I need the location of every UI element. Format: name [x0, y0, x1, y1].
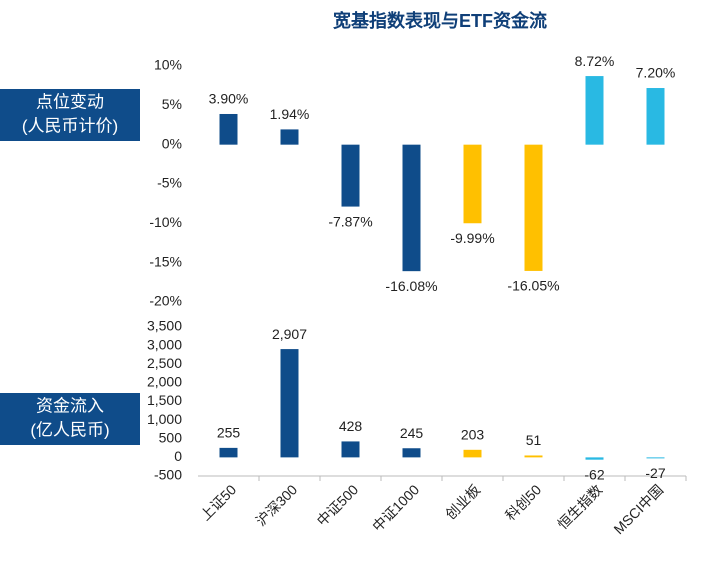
y-tick-label: 3,500	[147, 318, 182, 334]
bar	[524, 455, 543, 458]
data-label: -16.08%	[385, 278, 437, 294]
y-tick-label: -500	[154, 467, 182, 483]
axis-label: 资金流入	[36, 396, 104, 415]
data-label: 7.20%	[636, 65, 676, 81]
data-label: -62	[584, 466, 604, 482]
data-label: 245	[400, 425, 424, 441]
y-tick-label: 3,000	[147, 336, 182, 352]
x-tick-label: 上证50	[197, 481, 239, 523]
data-label: -7.87%	[328, 213, 372, 229]
data-label: 8.72%	[575, 53, 615, 69]
bar	[585, 457, 604, 460]
bar	[402, 448, 421, 458]
bar	[646, 457, 665, 459]
bar	[219, 113, 238, 145]
x-tick-label: 中证1000	[369, 481, 422, 534]
data-label: -27	[645, 465, 665, 481]
data-label: -9.99%	[450, 230, 494, 246]
y-tick-label: -20%	[149, 293, 182, 309]
y-tick-label: 500	[159, 429, 183, 445]
bar	[280, 349, 299, 458]
data-label: 428	[339, 418, 363, 434]
bar	[280, 129, 299, 145]
data-label: 3.90%	[209, 91, 249, 107]
data-label: 2,907	[272, 326, 307, 342]
y-tick-label: 2,500	[147, 355, 182, 371]
bar	[646, 88, 665, 145]
data-label: 1.94%	[270, 106, 310, 122]
axis-label: 点位变动	[36, 92, 104, 111]
y-tick-label: -5%	[157, 175, 182, 191]
x-tick-label: 创业板	[442, 481, 483, 522]
x-tick-label: 中证500	[314, 481, 362, 529]
x-tick-label: 科创50	[502, 481, 544, 523]
bar	[585, 76, 604, 145]
axis-label: (人民币计价)	[22, 116, 118, 135]
bar	[341, 144, 360, 207]
bar	[524, 144, 543, 271]
y-tick-label: 0	[174, 448, 182, 464]
axis-label: (亿人民币)	[30, 420, 109, 439]
x-tick-label: 恒生指数	[554, 481, 605, 532]
data-label: 255	[217, 425, 241, 441]
y-tick-label: 5%	[162, 96, 182, 112]
bar	[402, 144, 421, 272]
bar	[219, 447, 238, 458]
chart-title: 宽基指数表现与ETF资金流	[333, 10, 547, 31]
bar	[463, 144, 482, 224]
y-tick-label: -10%	[149, 214, 182, 230]
data-label: 203	[461, 427, 485, 443]
x-tick-label: MSCI中国	[610, 481, 666, 537]
label-box	[0, 393, 140, 445]
y-tick-label: 1,500	[147, 392, 182, 408]
y-tick-label: -15%	[149, 253, 182, 269]
y-tick-label: 2,000	[147, 374, 182, 390]
y-tick-label: 0%	[162, 135, 182, 151]
y-tick-label: 1,000	[147, 411, 182, 427]
data-label: 51	[526, 432, 542, 448]
label-box	[0, 89, 140, 141]
data-label: -16.05%	[507, 278, 559, 294]
y-tick-label: 10%	[154, 57, 182, 73]
bar	[341, 441, 360, 458]
bar	[463, 449, 482, 458]
x-tick-label: 沪深300	[253, 481, 301, 529]
